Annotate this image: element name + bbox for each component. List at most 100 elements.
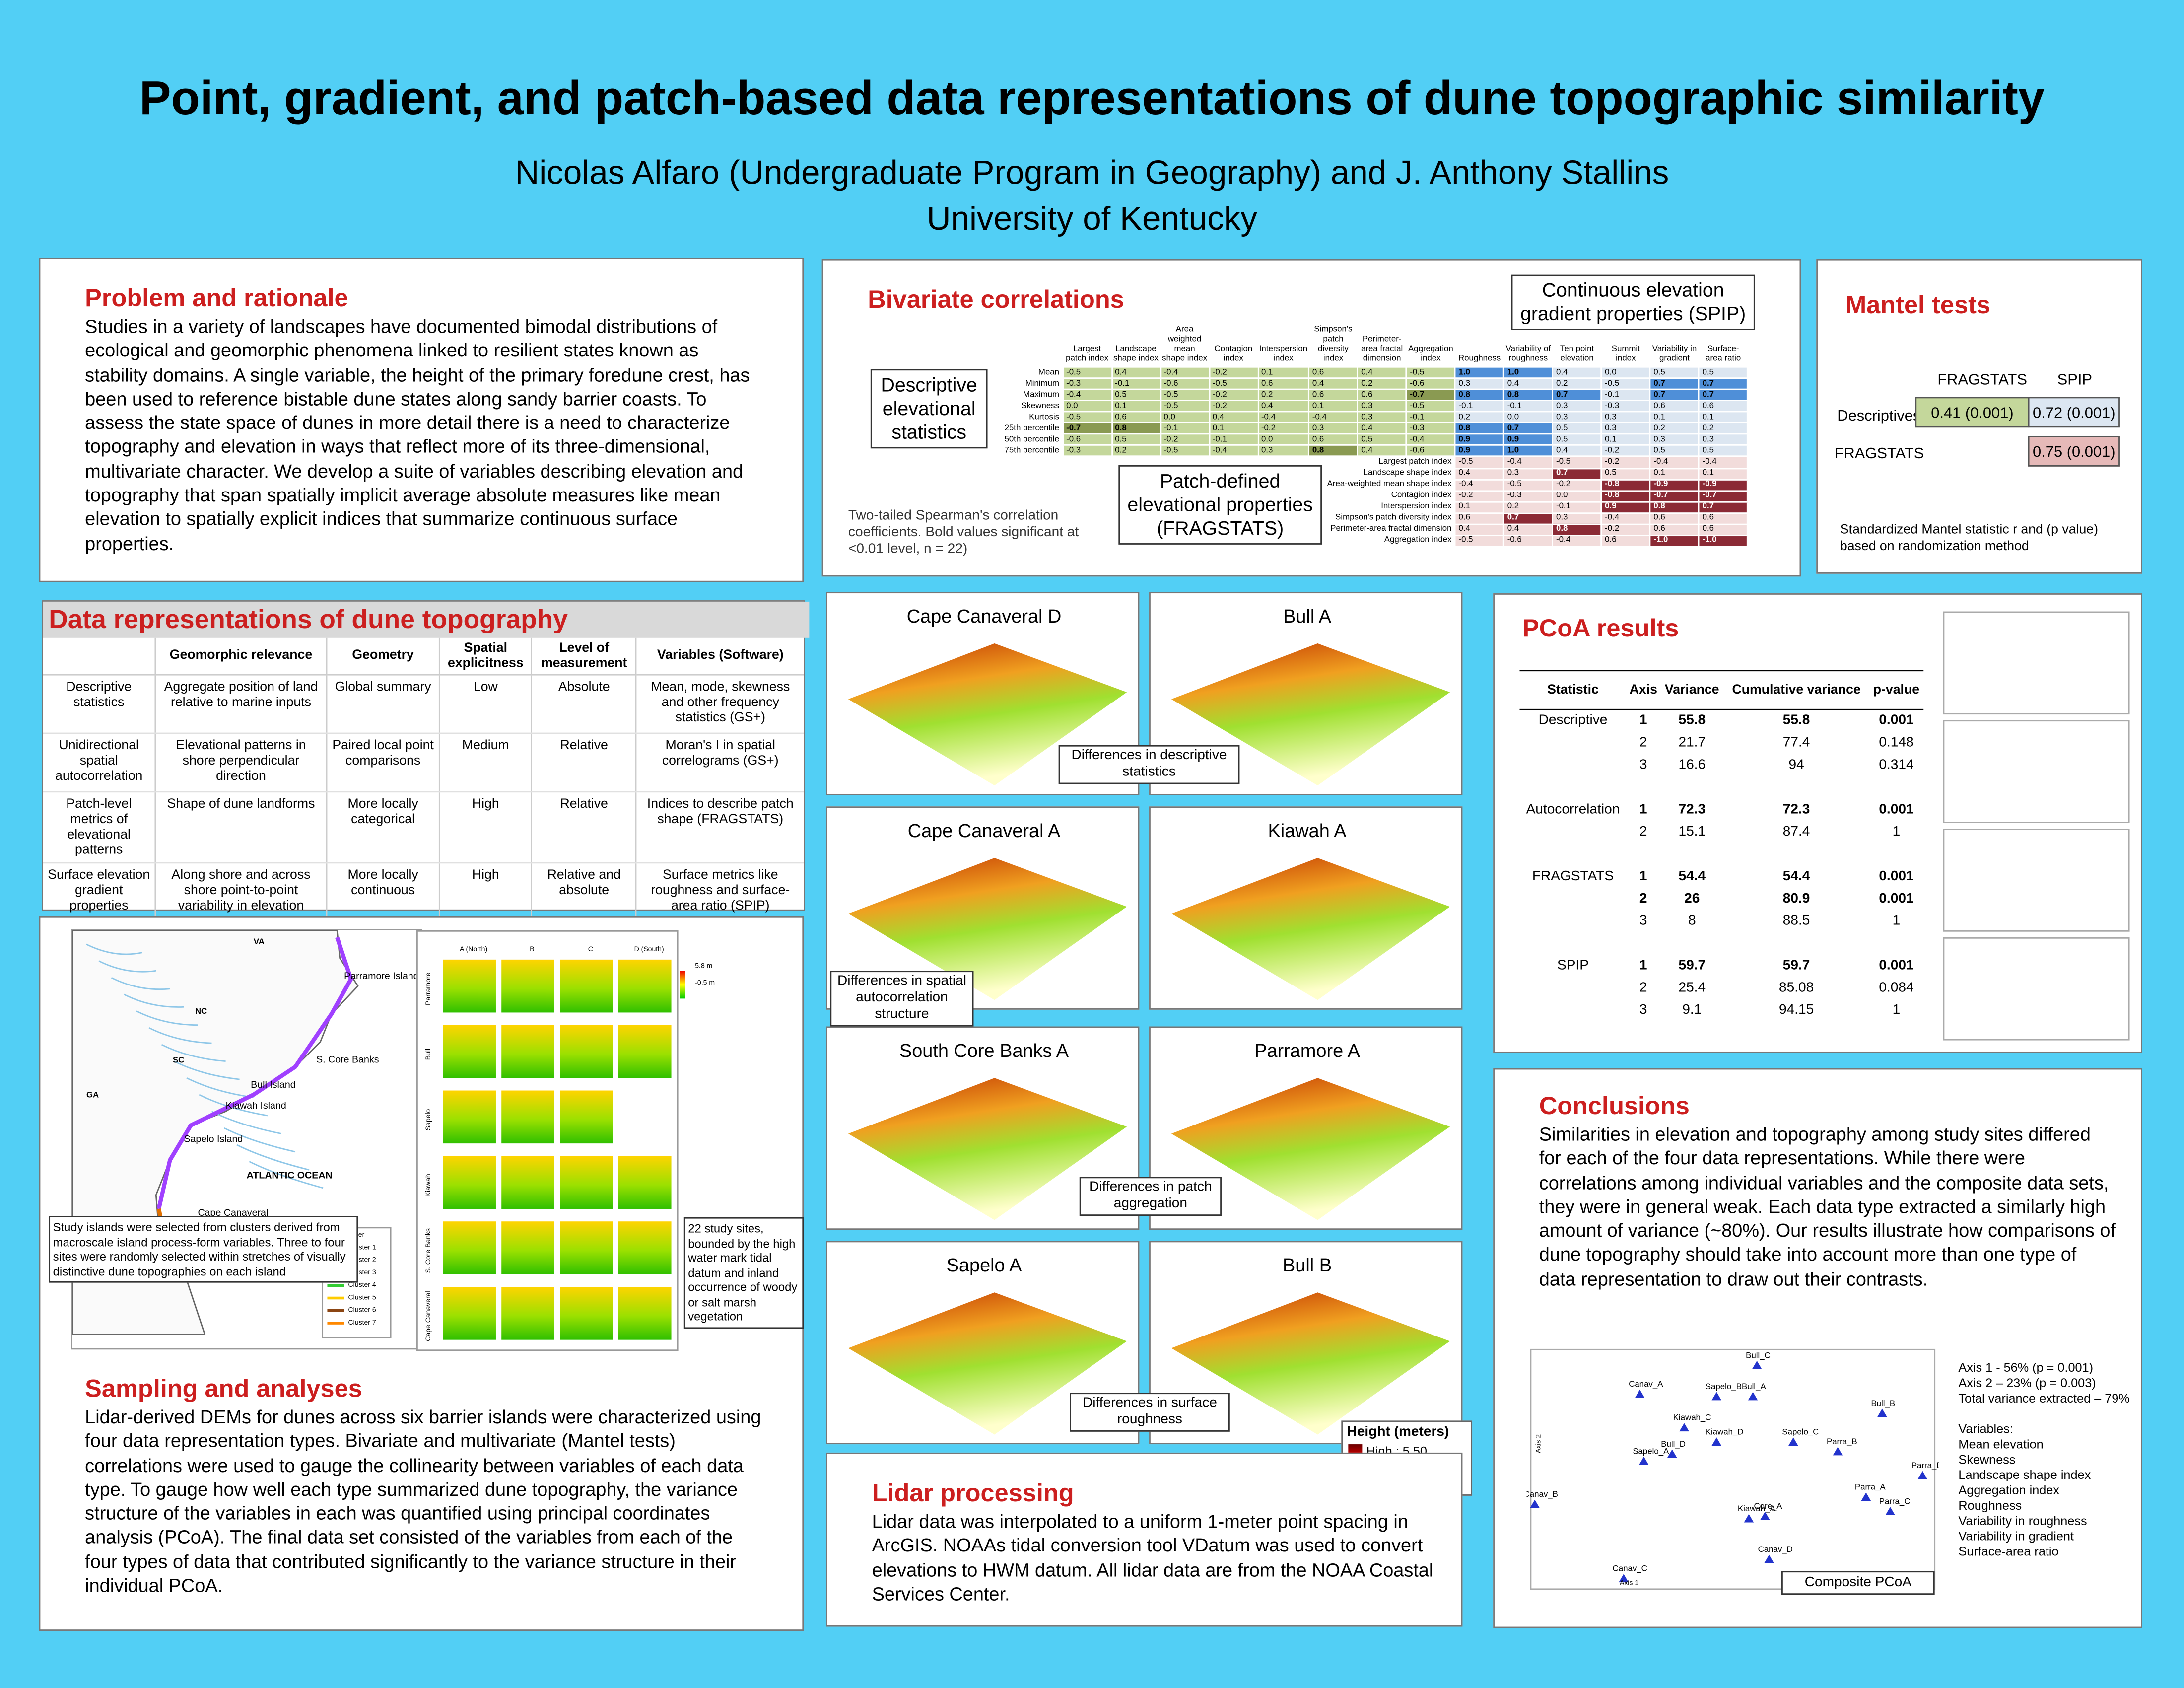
col-header: Aggregation index <box>1408 345 1453 364</box>
grid-figure: A (North) B C D (South) Parramore Bull Sapelo K… <box>416 930 685 1351</box>
correlation-cell: 0.4 <box>1357 422 1407 435</box>
dem-note: Differences in patch aggregation <box>1079 1177 1222 1216</box>
correlation-cell: 0.6 <box>1698 511 1749 525</box>
correlation-cell: 0.7 <box>1698 500 1749 513</box>
site-tile <box>618 1156 672 1209</box>
correlation-cell: 0.3 <box>1552 411 1602 423</box>
correlation-cell: -0.1 <box>1600 388 1651 401</box>
legend-label: Cluster 5 <box>348 1294 376 1302</box>
correlation-cell: 1.0 <box>1503 366 1554 379</box>
table-cell: Aggregate position of land relative to m… <box>154 674 327 733</box>
col-header: Landscape shape index <box>1113 345 1159 364</box>
dem-image <box>1171 643 1450 786</box>
correlation-cell: -0.6 <box>1503 534 1554 547</box>
table-cell: Mean, mode, skewness and other frequency… <box>635 674 804 733</box>
caption: Study islands were selected from cluster… <box>49 1216 358 1283</box>
col-header: Axis <box>1629 682 1657 698</box>
pcoa-cell: 26 <box>1684 891 1700 907</box>
row: Unidirectional spatial autocorrelation El… <box>43 732 804 792</box>
point-label: Sapelo_A <box>1633 1446 1669 1456</box>
statistic: FRAGSTATS <box>1532 869 1614 885</box>
site-tile <box>443 1025 496 1078</box>
terrain <box>848 858 1127 1000</box>
scale-bar <box>680 971 685 999</box>
table-cell: Patch-level metrics of elevational patte… <box>43 791 155 863</box>
point <box>1679 1423 1689 1432</box>
pcoa-plot <box>1943 720 2130 823</box>
correlation-cell: -0.1 <box>1208 433 1259 446</box>
correlation-cell: -0.2 <box>1208 400 1259 413</box>
correlation-cell: 0.5 <box>1552 422 1602 435</box>
statistic: Autocorrelation <box>1526 802 1620 818</box>
pcoa-cell: 2 <box>1639 735 1647 751</box>
note: Two-tailed Spearman's correlation coeffi… <box>848 508 1079 558</box>
row: Minimum -0.3 -0.1 -0.6 -0.5 0.6 0.4 0.2 -0.6 0.3 0… <box>1002 377 1749 390</box>
correlation-cell: -0.4 <box>1160 366 1210 379</box>
correlation-cell: 0.2 <box>1503 500 1554 513</box>
correlation-cell: 0.2 <box>1552 377 1602 390</box>
dem-note: Differences in spatial autocorrelation s… <box>830 971 974 1027</box>
row: 2 15.1 87.4 1 <box>1519 821 1923 844</box>
table-cell: More locally continuous <box>326 862 440 921</box>
correlation-cell: 0.3 <box>1503 467 1554 480</box>
empty <box>1519 821 1626 844</box>
correlation-cell: 0.3 <box>1552 511 1602 525</box>
pcoa-cell: 0.314 <box>1879 758 1914 773</box>
row: 2 21.7 77.4 0.148 <box>1519 732 1923 754</box>
dem-title: Cape Canaveral A <box>907 820 1061 842</box>
row: Landscape shape index 0.4 0.3 0.7 0.5 0.1 0.1 <box>1002 467 1749 480</box>
point-label: Canav_B <box>1527 1489 1558 1499</box>
empty <box>1519 999 1626 1022</box>
dem-title: Bull B <box>1283 1255 1332 1276</box>
correlation-table: Largest patch index Landscape shape index… <box>1002 325 1749 547</box>
correlation-cell: 0.6 <box>1308 366 1359 379</box>
site-tile <box>501 1221 554 1274</box>
correlation-cell: 0.6 <box>1649 511 1700 525</box>
conclusions-panel: Conclusions Similarities in elevation and… <box>1493 1068 2142 1628</box>
row-label: Aggregation index <box>1384 536 1452 545</box>
table-cell: Surface elevation gradient properties <box>43 862 155 921</box>
pcoa-cell: 0.084 <box>1879 980 1914 996</box>
correlation-cell: -0.4 <box>1208 444 1259 457</box>
point <box>1752 1360 1762 1369</box>
correlation-cell: -0.2 <box>1208 388 1259 401</box>
row: SPIP 1 59.7 59.7 0.001 <box>1519 955 1923 977</box>
row-label: Interspersion index <box>1381 502 1452 511</box>
empty <box>1519 844 1626 866</box>
correlation-cell: -0.5 <box>1405 400 1456 413</box>
dem-panel: Bull B <box>1149 1241 1463 1445</box>
row-label: 25th percentile <box>1004 424 1060 433</box>
correlation-cell: 0.1 <box>1649 411 1700 423</box>
row: Skewness 0.0 0.1 -0.5 -0.2 0.4 0.1 0.3 -0.5 -0.1-… <box>1002 400 1749 413</box>
row-label: Sapelo <box>424 1109 433 1131</box>
correlation-cell: 0.9 <box>1454 444 1505 457</box>
correlation-cell: 0.6 <box>1110 411 1161 423</box>
correlation-cell: 0.1 <box>1600 433 1651 446</box>
pcoa-cell: 77.4 <box>1782 735 1810 751</box>
row: Autocorrelation 1 72.3 72.3 0.001 <box>1519 799 1923 821</box>
row: Patch-level metrics of elevational patte… <box>43 791 804 863</box>
point-label: Sapelo_C <box>1782 1427 1819 1437</box>
correlation-cell: 0.1 <box>1308 400 1359 413</box>
composite-plot: Bull_C Canav_A Sapelo_B Bull_A Bull_B Kiawah_… <box>1527 1348 1939 1590</box>
dem-panel: Bull A <box>1149 592 1463 795</box>
correlation-cell: -0.4 <box>1600 511 1651 525</box>
terrain <box>848 643 1127 786</box>
empty <box>1519 932 1626 955</box>
col-header: Cumulative variance <box>1732 682 1861 698</box>
row-label: Parramore <box>424 972 433 1005</box>
col-header: Variability in gradient <box>1652 345 1697 364</box>
empty <box>1519 776 1626 799</box>
row-label: Largest patch index <box>1378 458 1452 467</box>
x-axis-label: Axis 1 <box>1620 1578 1638 1586</box>
pcoa-cell: 3 <box>1639 758 1647 773</box>
col-header: FRAGSTATS <box>1937 372 2027 389</box>
terrain <box>1171 1078 1450 1220</box>
river <box>136 1010 198 1026</box>
correlation-cell: -0.2 <box>1600 444 1651 457</box>
river <box>98 960 156 973</box>
correlation-cell: 0.4 <box>1357 444 1407 457</box>
corner <box>43 637 155 675</box>
dem-image <box>848 858 1127 1000</box>
col-label: A (North) <box>459 945 488 954</box>
